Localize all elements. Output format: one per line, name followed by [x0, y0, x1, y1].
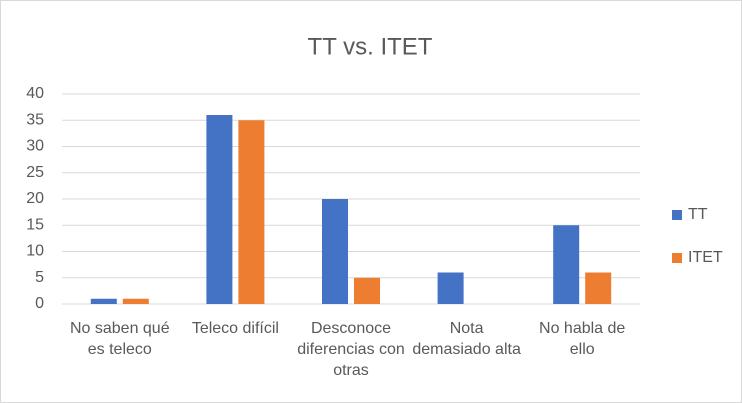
x-tick-label: Desconoce diferencias con otras	[297, 320, 405, 379]
legend-swatch	[672, 253, 682, 263]
bar	[206, 115, 233, 304]
y-tick-label: 0	[35, 295, 44, 312]
legend-swatch	[672, 210, 682, 220]
y-tick-label: 25	[26, 164, 44, 181]
y-tick-label: 10	[26, 243, 44, 260]
x-tick-label: No habla de ello	[539, 320, 626, 358]
bar	[238, 120, 265, 304]
bar	[585, 272, 612, 304]
legend-label: ITET	[688, 249, 723, 266]
bar	[122, 298, 149, 304]
bar	[437, 272, 464, 304]
bar	[90, 298, 117, 304]
bar	[322, 199, 348, 304]
y-tick-label: 35	[26, 111, 44, 128]
y-tick-label: 15	[26, 216, 44, 233]
bar	[553, 225, 580, 304]
bar	[354, 277, 380, 304]
y-tick-label: 20	[26, 190, 44, 207]
x-tick-label: Teleco difícil	[191, 320, 279, 337]
y-tick-label: 40	[26, 85, 44, 102]
x-tick-label: Nota demasiado alta	[412, 320, 521, 358]
legend-label: TT	[688, 206, 708, 223]
y-tick-label: 30	[26, 138, 44, 155]
x-tick-label: No saben qué es teleco	[69, 320, 170, 358]
y-tick-label: 5	[35, 269, 44, 286]
chart-title: TT vs. ITET	[308, 33, 433, 60]
